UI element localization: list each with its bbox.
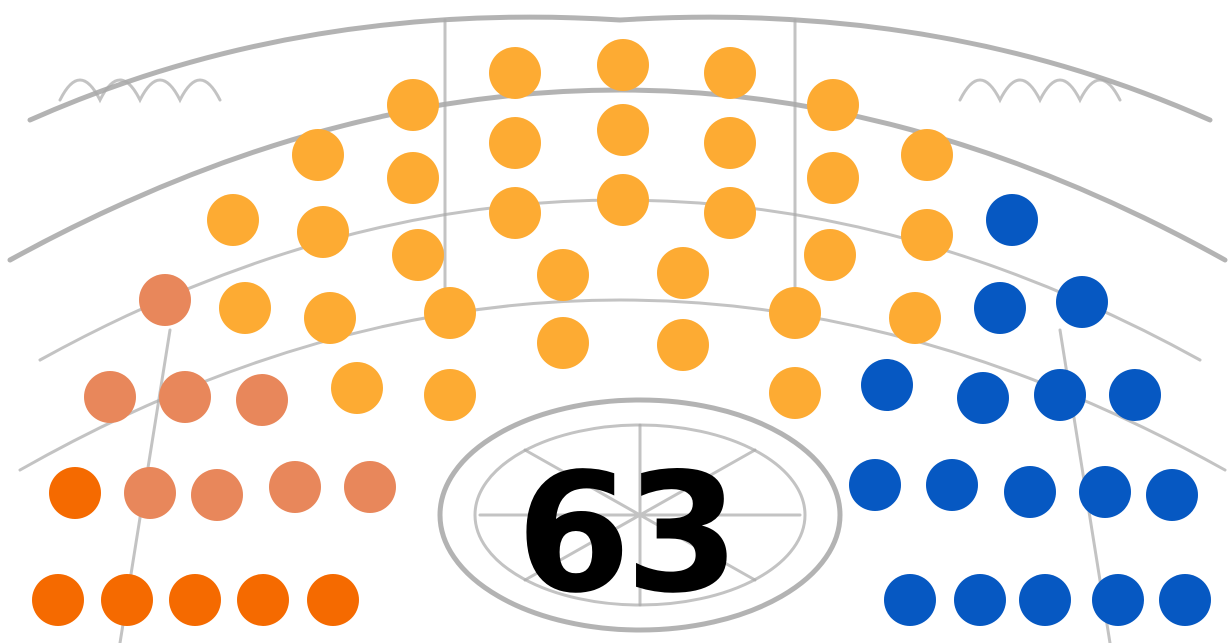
- seat: [597, 174, 649, 226]
- seat: [807, 152, 859, 204]
- seat: [84, 371, 136, 423]
- seat: [537, 249, 589, 301]
- seat: [387, 79, 439, 131]
- seat: [191, 469, 243, 521]
- seat: [101, 574, 153, 626]
- seat: [597, 104, 649, 156]
- seat: [387, 152, 439, 204]
- seat: [269, 461, 321, 513]
- seat: [986, 194, 1038, 246]
- seat: [236, 374, 288, 426]
- seat: [1034, 369, 1086, 421]
- seat: [861, 359, 913, 411]
- seat: [1056, 276, 1108, 328]
- seat: [304, 292, 356, 344]
- seat: [537, 317, 589, 369]
- seat: [901, 209, 953, 261]
- seat: [219, 282, 271, 334]
- seat: [344, 461, 396, 513]
- seat: [704, 187, 756, 239]
- seat: [424, 369, 476, 421]
- seat: [489, 117, 541, 169]
- seat: [657, 319, 709, 371]
- seat-total: 63: [516, 437, 734, 629]
- seat: [769, 367, 821, 419]
- seat: [1079, 466, 1131, 518]
- seat: [489, 47, 541, 99]
- seat: [392, 229, 444, 281]
- seat: [889, 292, 941, 344]
- seat: [424, 287, 476, 339]
- page: {"seat_total": "63"} 63 (() => { const d…: [0, 0, 1232, 643]
- seat: [307, 574, 359, 626]
- seat: [331, 362, 383, 414]
- parliament-diagram: 63: [0, 0, 1232, 643]
- seat: [704, 117, 756, 169]
- seat: [159, 371, 211, 423]
- seat: [657, 247, 709, 299]
- seat: [957, 372, 1009, 424]
- seat: [32, 574, 84, 626]
- seat: [49, 467, 101, 519]
- seat: [237, 574, 289, 626]
- seat: [804, 229, 856, 281]
- seat: [292, 129, 344, 181]
- seat: [1092, 574, 1144, 626]
- seat: [1109, 369, 1161, 421]
- seat: [124, 467, 176, 519]
- seat: [704, 47, 756, 99]
- seat: [849, 459, 901, 511]
- seat: [1146, 469, 1198, 521]
- seat: [1004, 466, 1056, 518]
- seat: [597, 39, 649, 91]
- seat: [1159, 574, 1211, 626]
- seat: [139, 274, 191, 326]
- seat: [807, 79, 859, 131]
- seat: [207, 194, 259, 246]
- seat: [297, 206, 349, 258]
- seat: [901, 129, 953, 181]
- seat: [974, 282, 1026, 334]
- seat: [169, 574, 221, 626]
- seat: [884, 574, 936, 626]
- seat: [954, 574, 1006, 626]
- seat: [489, 187, 541, 239]
- seat: [769, 287, 821, 339]
- seat: [926, 459, 978, 511]
- seat: [1019, 574, 1071, 626]
